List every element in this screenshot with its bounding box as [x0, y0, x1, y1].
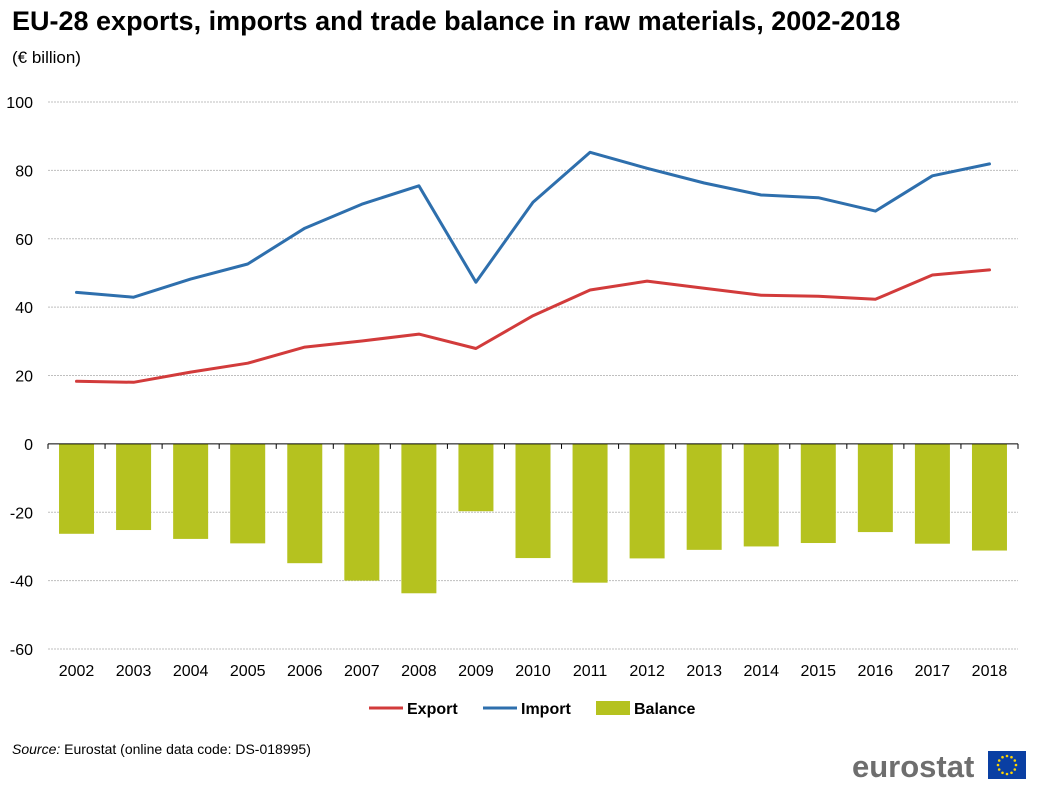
balance-bar — [800, 443, 836, 544]
balance-bar — [686, 443, 722, 550]
flag-star — [997, 768, 1001, 771]
x-tick-label: 2016 — [858, 663, 894, 680]
flag-star — [1014, 763, 1018, 767]
balance-bar — [458, 443, 494, 512]
y-tick-label: 60 — [15, 232, 33, 249]
x-tick-label: 2006 — [287, 663, 323, 680]
y-tick-label: 0 — [24, 437, 33, 454]
balance-bar — [59, 443, 95, 534]
legend-label-import: Import — [521, 701, 571, 718]
flag-star — [997, 759, 1001, 762]
x-tick-label: 2004 — [173, 663, 209, 680]
balance-bar — [230, 443, 266, 544]
balance-bar — [857, 443, 893, 533]
y-tick-label: -40 — [10, 574, 33, 591]
legend-label-balance: Balance — [634, 701, 695, 718]
y-tick-label: -20 — [10, 505, 33, 522]
legend-swatch-balance — [596, 701, 630, 715]
y-tick-labels: -60 -40 -20 0 20 40 60 80 100 — [6, 95, 33, 659]
flag-star — [1013, 768, 1017, 771]
legend-item-export: Export — [369, 701, 458, 718]
flag-star — [1005, 772, 1009, 776]
balance-bar — [116, 443, 152, 531]
x-tick-label: 2011 — [573, 663, 608, 680]
x-tick-label: 2012 — [629, 663, 665, 680]
legend: Export Import Balance — [369, 701, 695, 718]
series-lines — [75, 150, 991, 384]
x-tick-label: 2015 — [800, 663, 836, 680]
chart-subtitle: (€ billion) — [12, 48, 81, 67]
x-tick-label: 2014 — [743, 663, 779, 680]
balance-bar — [914, 443, 950, 544]
y-tick-label: 80 — [15, 163, 33, 180]
balance-bar — [629, 443, 665, 559]
y-tick-label: -60 — [10, 642, 33, 659]
legend-label-export: Export — [407, 701, 458, 718]
legend-item-balance: Balance — [596, 701, 695, 718]
gridlines — [48, 101, 1018, 650]
balance-bar — [401, 443, 437, 594]
eurostat-logo-text: eurostat — [852, 749, 975, 784]
y-tick-label: 100 — [6, 95, 33, 112]
x-tick-label: 2013 — [686, 663, 722, 680]
x-tick-label: 2003 — [116, 663, 152, 680]
x-tick-label: 2007 — [344, 663, 380, 680]
balance-bar — [971, 443, 1007, 551]
x-tick-label: 2008 — [401, 663, 437, 680]
x-tick-label: 2017 — [915, 663, 951, 680]
balance-bar — [287, 443, 323, 564]
eu-flag-icon — [988, 751, 1026, 779]
balance-bars — [59, 443, 1007, 594]
chart-title: EU-28 exports, imports and trade balance… — [12, 6, 901, 36]
balance-bar — [173, 443, 209, 539]
source-note: Source: Eurostat (online data code: DS-0… — [12, 741, 311, 757]
y-tick-label: 40 — [15, 300, 33, 317]
source-label: Source: — [12, 741, 61, 757]
x-tick-label: 2010 — [515, 663, 551, 680]
zero-axis — [47, 443, 1019, 449]
source-text: Eurostat (online data code: DS-018995) — [64, 741, 311, 757]
legend-item-import: Import — [483, 701, 571, 718]
flag-star — [1001, 755, 1004, 759]
x-tick-label: 2009 — [458, 663, 494, 680]
flag-star — [996, 763, 1000, 767]
y-tick-label: 20 — [15, 369, 33, 386]
import-line — [75, 150, 991, 299]
flag-star — [1010, 755, 1013, 759]
flag-star — [1005, 754, 1009, 758]
balance-bar — [344, 443, 380, 581]
x-tick-label: 2002 — [59, 663, 95, 680]
flag-star — [1013, 759, 1017, 762]
flag-star — [1010, 771, 1013, 775]
balance-bar — [515, 443, 551, 559]
balance-bar — [743, 443, 779, 547]
export-line — [75, 268, 991, 384]
x-tick-labels: 2002 2003 2004 2005 2006 2007 2008 2009 2010 2011… — [59, 663, 1008, 680]
flag-star — [1001, 771, 1004, 775]
balance-bar — [572, 443, 608, 583]
x-tick-label: 2005 — [230, 663, 266, 680]
x-tick-label: 2018 — [972, 663, 1008, 680]
